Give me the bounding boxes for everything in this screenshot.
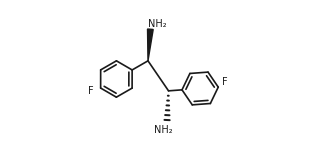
Text: NH₂: NH₂ bbox=[155, 125, 173, 135]
Polygon shape bbox=[148, 29, 153, 61]
Text: NH₂: NH₂ bbox=[148, 19, 167, 30]
Text: F: F bbox=[222, 77, 227, 87]
Text: F: F bbox=[88, 86, 94, 96]
